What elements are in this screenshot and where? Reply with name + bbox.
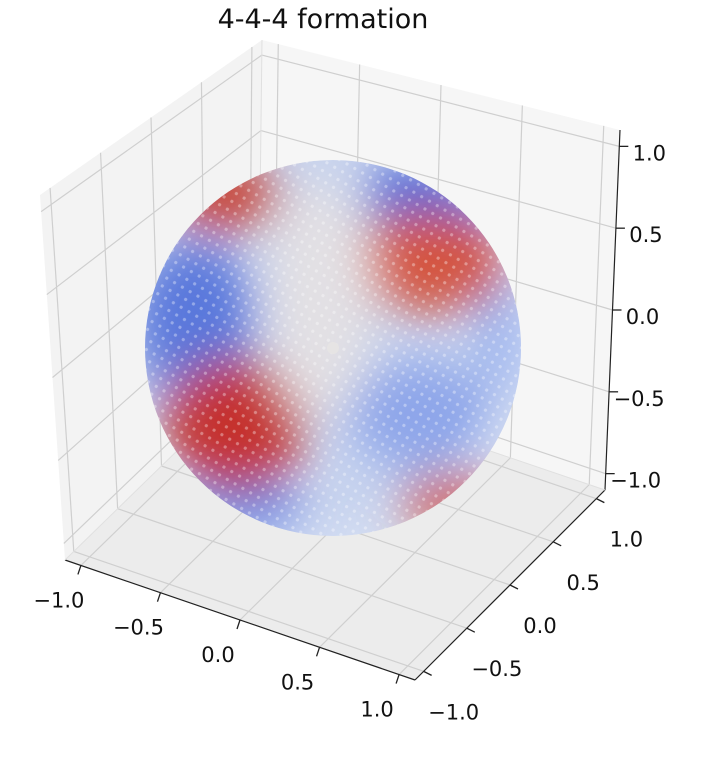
y-tick-mark [509,584,519,590]
x-tick-mark [156,592,162,602]
y-tick-label: −1.0 [428,700,479,724]
x-gridline [398,484,590,675]
z-tick-label: −0.5 [614,387,665,411]
y-tick-label: 1.0 [610,528,643,552]
z-gridline [46,130,262,296]
x-tick-mark [395,674,400,684]
x-tick-label: −0.5 [113,616,164,640]
left-pane [40,40,262,560]
y-tick-mark [596,498,605,504]
z-gridline [260,129,617,229]
x-tick-mark [236,619,241,630]
z-gridline [261,54,620,147]
z-tick-label: −1.0 [610,469,661,493]
y-tick-mark [423,670,432,676]
chart-title: 4-4-4 formation [217,4,429,35]
x-tick-mark [315,647,321,657]
z-tick-label: 1.0 [633,141,666,165]
y-tick-label: 0.0 [523,614,556,638]
z-tick-label: 0.5 [629,223,662,247]
z-gridline [40,54,263,213]
x-tick-mark [77,565,82,575]
z-tick-label: 0.0 [626,305,659,329]
y-tick-label: −0.5 [471,657,522,681]
y-tick-mark [466,627,476,633]
x-tick-label: 0.5 [281,670,314,694]
x-gridline [588,125,605,485]
y-tick-label: 0.5 [566,571,599,595]
x-tick-label: 0.0 [201,643,234,667]
x-gridline [319,457,511,648]
x-tick-label: 1.0 [360,698,393,722]
x-tick-label: −1.0 [33,588,84,612]
y-tick-mark [552,541,562,547]
